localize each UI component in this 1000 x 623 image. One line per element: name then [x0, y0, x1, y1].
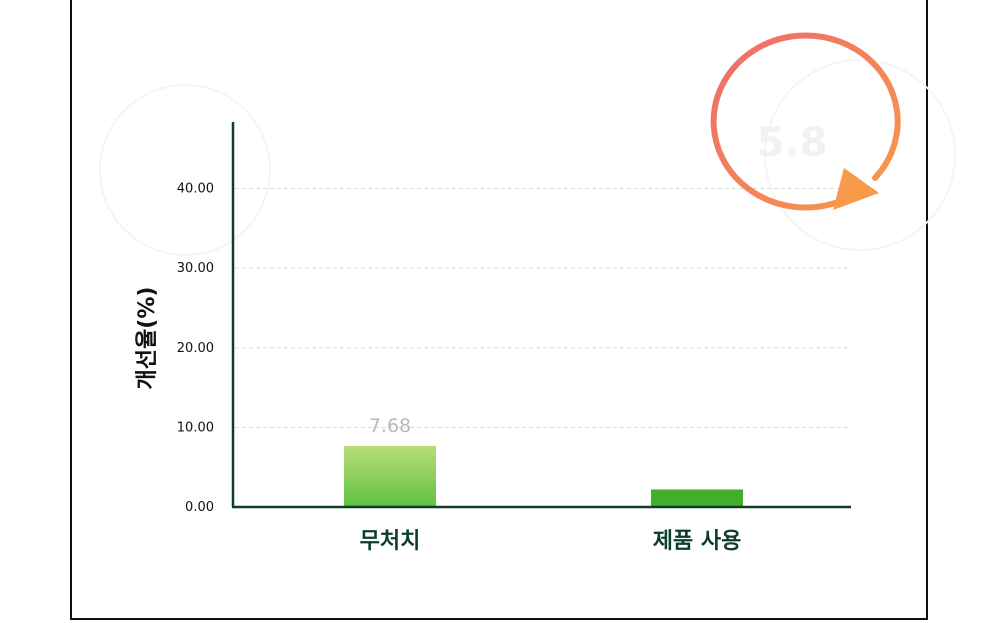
data-labels: 7.68 — [369, 415, 411, 437]
y-tick-label: 20.00 — [177, 341, 214, 356]
bars — [344, 445, 743, 507]
arrow-head-icon — [833, 168, 879, 210]
data-label: 7.68 — [369, 415, 411, 437]
y-tick-label: 40.00 — [177, 182, 214, 197]
x-tick-labels: 무처치 제품 사용 — [360, 529, 742, 554]
x-tick-label: 제품 사용 — [653, 529, 742, 554]
y-axis-label: 개선율(%) — [135, 287, 160, 390]
x-tick-label: 무처치 — [360, 529, 421, 554]
circular-arrow-icon — [710, 32, 901, 211]
circular-arrow-annotation: 5.8 — [710, 32, 901, 211]
bar-1 — [344, 445, 436, 507]
y-tick-label: 0.00 — [185, 500, 214, 515]
bar-2 — [651, 489, 743, 507]
y-tick-label: 10.00 — [177, 420, 214, 435]
chart-frame — [70, 0, 928, 620]
grid-lines — [235, 188, 851, 428]
improvement-annotation: 5.8 — [757, 120, 828, 166]
background-decoration — [99, 59, 956, 256]
y-tick-labels: 0.00 10.00 20.00 30.00 40.00 — [177, 182, 214, 516]
y-tick-label: 30.00 — [177, 261, 214, 276]
